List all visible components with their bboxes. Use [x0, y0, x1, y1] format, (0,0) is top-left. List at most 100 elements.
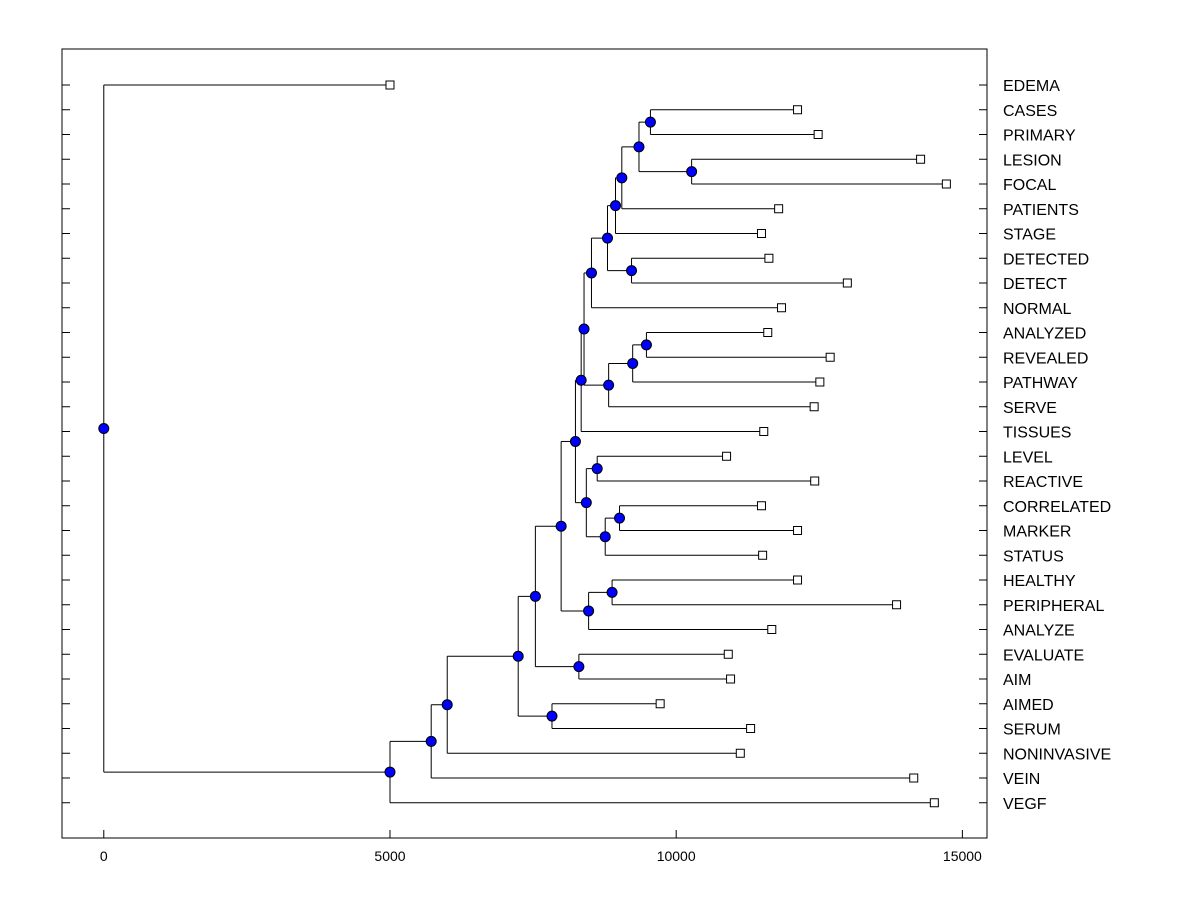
- leaf-label: REVEALED: [1003, 350, 1088, 367]
- leaf-label: TISSUES: [1003, 425, 1071, 442]
- leaf-label: SERVE: [1003, 400, 1057, 417]
- merge-node: [583, 605, 595, 617]
- merge-node: [614, 512, 626, 524]
- merge-node: [529, 590, 541, 602]
- leaf-label: ANALYZE: [1003, 623, 1075, 640]
- leaf-label: NONINVASIVE: [1003, 746, 1111, 763]
- leaf-marker: [655, 699, 665, 709]
- leaf-label: DETECTED: [1003, 251, 1089, 268]
- leaf-marker: [763, 328, 773, 337]
- x-tick-label: 5000: [374, 848, 405, 864]
- merge-node: [585, 267, 597, 279]
- x-tick-label: 0: [100, 848, 108, 864]
- leaf-marker: [756, 229, 766, 238]
- merge-node: [425, 735, 437, 747]
- leaf-label: CORRELATED: [1003, 499, 1111, 516]
- leaf-label: PATHWAY: [1003, 375, 1078, 392]
- leaf-label: PATIENTS: [1003, 202, 1079, 219]
- merge-node: [640, 339, 652, 351]
- leaf-label: LEVEL: [1003, 449, 1053, 466]
- x-axis-ticks: [103, 830, 963, 838]
- merge-node: [384, 766, 396, 778]
- leaf-marker: [385, 80, 395, 90]
- merge-node: [627, 357, 639, 369]
- leaf-label: DETECT: [1003, 276, 1067, 293]
- merge-node: [626, 265, 638, 277]
- merge-node: [610, 200, 622, 212]
- y-ticks-left: [62, 84, 70, 804]
- leaf-label: PRIMARY: [1003, 128, 1076, 145]
- leaf-marker: [813, 130, 823, 139]
- leaf-marker: [767, 625, 777, 634]
- leaf-marker: [842, 278, 852, 288]
- leaf-label: NORMAL: [1003, 301, 1072, 318]
- leaf-marker: [793, 575, 803, 585]
- leaf-label: VEIN: [1003, 771, 1040, 788]
- leaf-marker: [929, 798, 939, 808]
- leaf-marker: [756, 501, 766, 511]
- merge-node: [601, 232, 613, 244]
- merge-node: [616, 172, 628, 184]
- merge-node: [555, 520, 567, 532]
- leaf-label: HEALTHY: [1003, 573, 1076, 590]
- leaf-label: FOCAL: [1003, 177, 1056, 194]
- leaf-marker: [815, 377, 825, 387]
- leaf-label: PERIPHERAL: [1003, 598, 1104, 615]
- merge-node: [599, 531, 611, 543]
- merge-node: [644, 116, 656, 128]
- merge-node: [441, 699, 453, 711]
- merge-node: [591, 463, 603, 475]
- leaf-marker: [723, 649, 733, 659]
- leaf-label: VEGF: [1003, 796, 1047, 813]
- leaf-label: STAGE: [1003, 227, 1056, 244]
- leaf-label: LESION: [1003, 152, 1062, 169]
- leaf-label: ANALYZED: [1003, 326, 1086, 343]
- merge-node: [606, 586, 618, 598]
- leaf-marker: [892, 600, 902, 610]
- merge-node: [546, 710, 558, 722]
- leaf-marker: [941, 179, 951, 189]
- leaf-marker: [825, 352, 835, 362]
- merge-node: [603, 379, 615, 391]
- leaf-marker: [774, 204, 784, 214]
- leaf-label: AIM: [1003, 672, 1031, 689]
- leaf-label: MARKER: [1003, 524, 1071, 541]
- leaf-marker: [764, 253, 774, 263]
- leaf-marker: [810, 476, 820, 486]
- leaf-marker: [777, 303, 787, 313]
- plot-frame: [61, 48, 988, 839]
- merge-node-markers: [98, 116, 698, 778]
- merge-node: [578, 323, 590, 335]
- leaf-labels: EDEMA CASES PRIMARY LESION FOCAL PATIENTS STAG…: [1003, 78, 1111, 813]
- x-tick-label: 15000: [943, 848, 982, 864]
- leaf-marker: [916, 154, 926, 164]
- leaf-label: SERUM: [1003, 722, 1061, 739]
- leaf-marker: [735, 748, 745, 758]
- merge-node: [575, 374, 587, 386]
- x-tick-label: 10000: [657, 848, 696, 864]
- merge-node: [569, 435, 581, 447]
- leaf-marker: [746, 724, 756, 733]
- leaf-marker: [909, 773, 919, 783]
- leaf-label: CASES: [1003, 103, 1057, 120]
- x-axis-tick-labels: 0 5000 10000 15000: [100, 848, 982, 864]
- merge-node: [580, 497, 592, 509]
- leaf-label: EVALUATE: [1003, 647, 1084, 664]
- leaf-markers: [385, 80, 951, 808]
- merge-node: [98, 423, 110, 435]
- leaf-label: EDEMA: [1003, 78, 1060, 95]
- leaf-marker: [726, 674, 736, 684]
- leaf-marker: [758, 550, 768, 560]
- merge-node: [573, 661, 585, 673]
- merge-node: [512, 650, 524, 662]
- leaf-marker: [759, 427, 769, 436]
- leaf-label: AIMED: [1003, 697, 1054, 714]
- leaf-marker: [793, 105, 803, 115]
- leaf-marker: [809, 402, 819, 412]
- merge-node: [633, 141, 645, 153]
- dendrogram-branches: [103, 84, 947, 804]
- leaf-marker: [722, 451, 732, 461]
- leaf-marker: [793, 526, 803, 535]
- leaf-label: REACTIVE: [1003, 474, 1083, 491]
